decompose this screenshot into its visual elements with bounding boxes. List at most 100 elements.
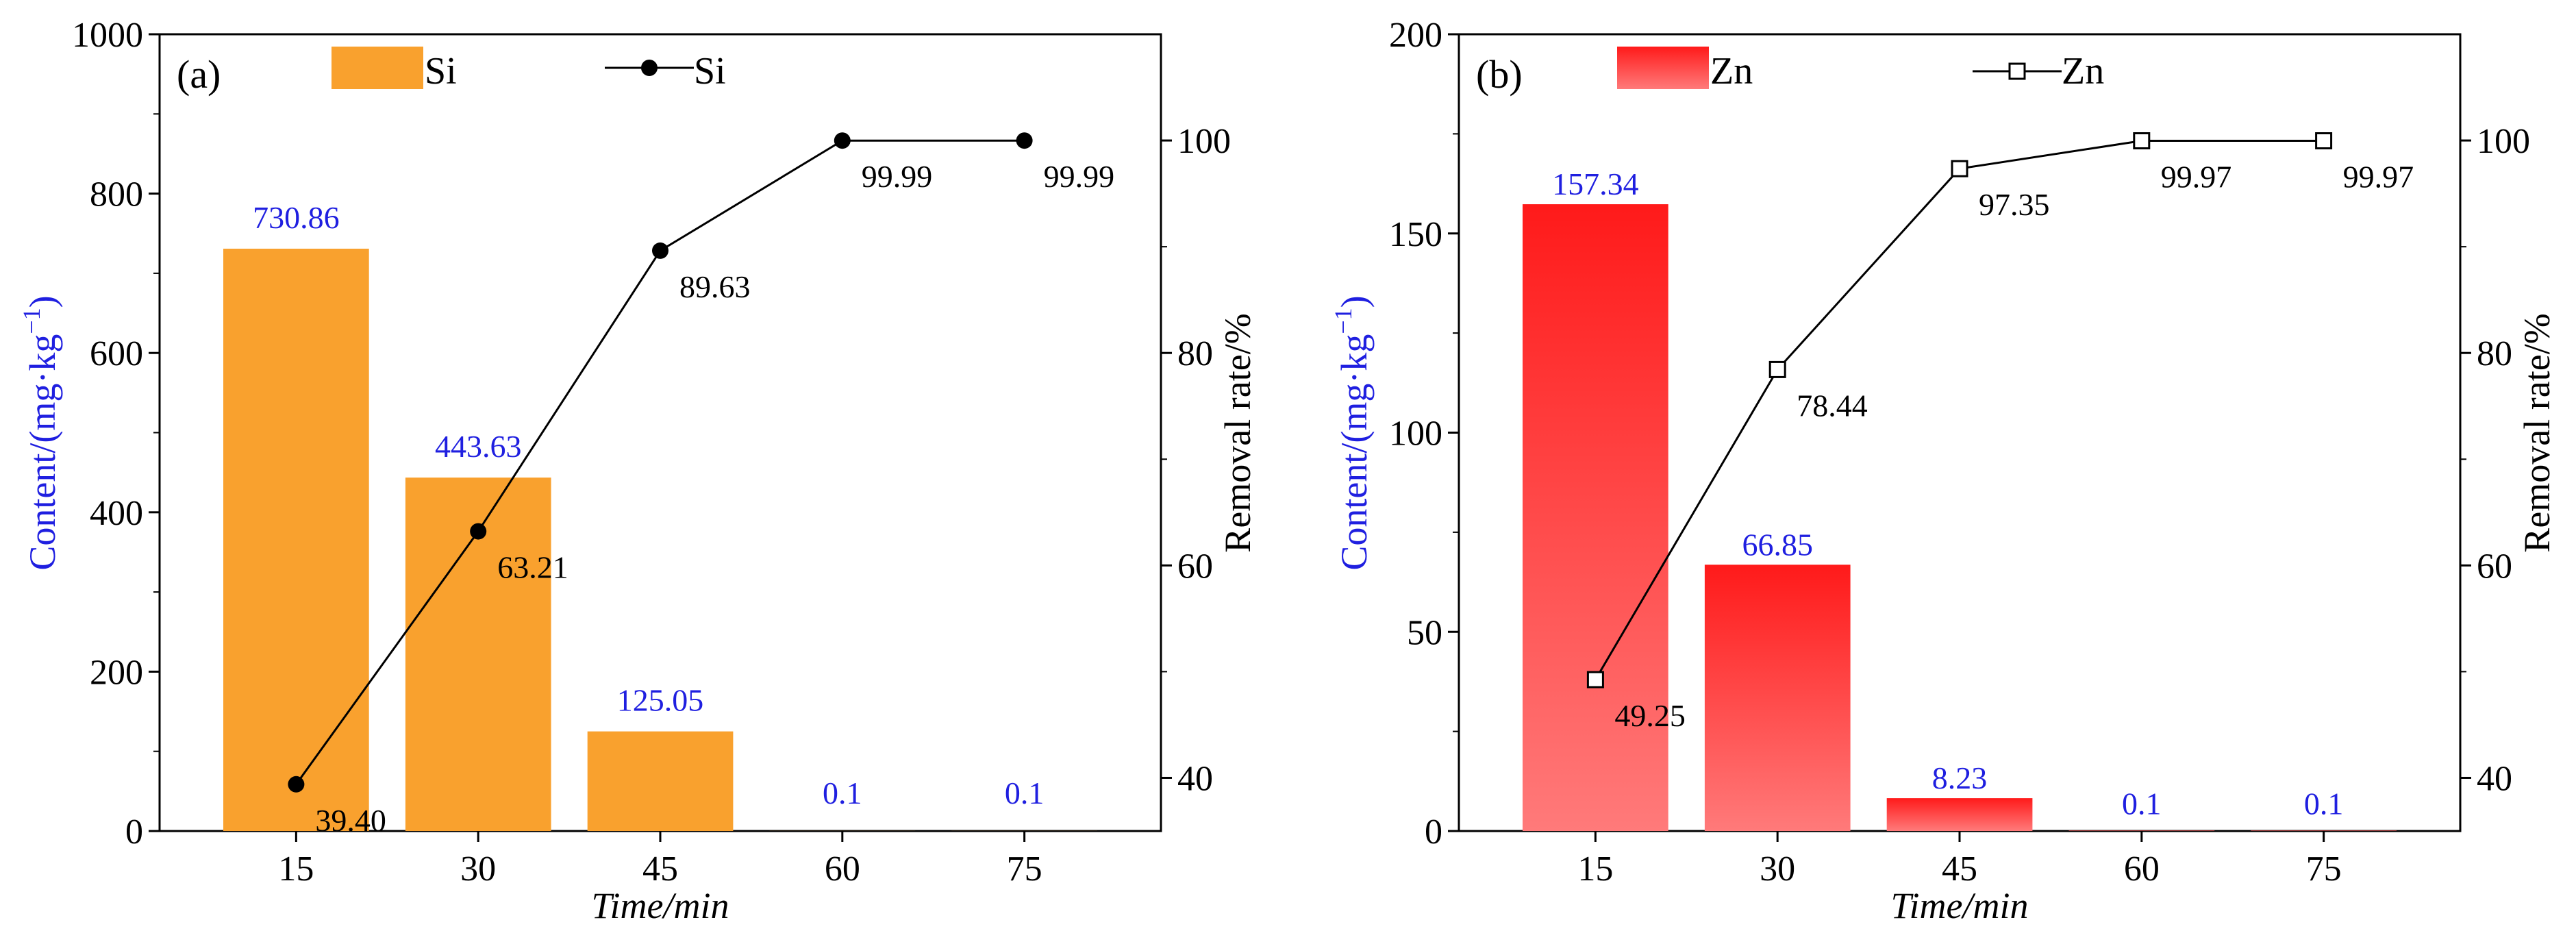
chart-panel-b: 0 50 100 150 200 40 60 80 100 15 30 45 60 75 157.34… — [1329, 16, 2558, 926]
legend-bar-label: Zn — [1710, 50, 1753, 92]
bar — [1523, 204, 1668, 832]
y-axis-title: Content/(mg·kg−1) — [18, 295, 63, 570]
removal-rate-line — [1595, 140, 2324, 680]
x-tick-label: 60 — [2124, 850, 2160, 889]
line-value-label: 39.40 — [315, 803, 386, 838]
line-marker — [1586, 671, 1604, 689]
line-value-label: 99.99 — [862, 159, 933, 194]
line-value-label: 63.21 — [497, 550, 568, 585]
bar-value-label: 157.34 — [1552, 166, 1639, 201]
line-value-label: 78.44 — [1797, 388, 1868, 423]
y2-tick-label: 60 — [1177, 547, 1213, 586]
bar-value-label: 0.1 — [823, 776, 862, 810]
line-value-label: 99.97 — [2161, 160, 2232, 195]
line-value-label: 49.25 — [1614, 698, 1686, 733]
x-tick-label: 30 — [1760, 850, 1795, 889]
x-axis-title: Time/min — [1890, 885, 2028, 926]
line-value-label: 99.99 — [1044, 159, 1115, 194]
x-axis-ticks: 15 30 45 60 75 — [1577, 831, 2342, 889]
y-tick-label: 200 — [1389, 16, 1442, 55]
y-tick-label: 600 — [90, 334, 143, 373]
bar — [2068, 830, 2215, 831]
y-axis-title: Content/(mg·kg−1) — [1329, 295, 1375, 570]
legend-line-marker — [641, 60, 658, 76]
x-tick-label: 75 — [2306, 850, 2342, 889]
bar-group — [1523, 204, 2397, 832]
panel-label: (a) — [177, 52, 221, 97]
panel-label: (b) — [1476, 52, 1523, 97]
x-tick-label: 30 — [460, 850, 496, 889]
bar-value-label: 443.63 — [435, 429, 522, 464]
line-value-label: 89.63 — [679, 269, 751, 304]
y-tick-label: 150 — [1389, 215, 1442, 254]
line-marker — [1951, 160, 1968, 177]
line-marker — [1016, 132, 1033, 149]
y-tick-label: 400 — [90, 494, 143, 533]
line-marker — [470, 523, 487, 540]
bar-value-label: 8.23 — [1932, 760, 1988, 795]
line-marker — [2133, 132, 2151, 149]
y-tick-label: 0 — [1425, 813, 1442, 852]
x-axis-ticks: 15 30 45 60 75 — [278, 831, 1042, 889]
line-group — [1586, 132, 2333, 689]
bar — [2251, 830, 2397, 831]
legend-bar-swatch — [1617, 47, 1709, 89]
legend-line-label: Zn — [2062, 50, 2104, 92]
x-tick-label: 45 — [642, 850, 678, 889]
legend-line-label: Si — [694, 50, 726, 92]
bar-value-label: 0.1 — [2304, 786, 2344, 821]
bar-value-label: 0.1 — [2122, 786, 2162, 821]
legend-line-marker — [2008, 62, 2026, 80]
y-tick-label: 100 — [1389, 414, 1442, 454]
line-marker — [834, 132, 851, 149]
bar — [1886, 798, 2033, 831]
x-tick-label: 60 — [825, 850, 860, 889]
legend: Zn Zn — [1617, 47, 2104, 92]
y2-tick-label: 100 — [2477, 122, 2530, 161]
y-tick-label: 800 — [90, 175, 143, 214]
y-tick-label: 50 — [1407, 613, 1442, 652]
y-axis-ticks: 0 200 400 600 800 1000 — [72, 16, 160, 852]
x-tick-label: 45 — [1942, 850, 1977, 889]
line-marker — [1768, 360, 1786, 378]
x-tick-label: 15 — [1577, 850, 1613, 889]
y2-tick-label: 100 — [1177, 122, 1231, 161]
legend-bar-swatch — [332, 47, 423, 89]
bar-group — [223, 249, 1097, 831]
y2-axis-ticks: 40 60 80 100 — [2460, 122, 2530, 798]
line-value-label: 99.97 — [2343, 160, 2414, 195]
legend: Si Si — [332, 47, 726, 92]
y-tick-label: 1000 — [72, 16, 143, 55]
bar — [223, 249, 369, 831]
data-labels: 157.34 66.85 8.23 0.1 0.1 49.25 78.44 97.35 99.9… — [1552, 160, 2414, 821]
y2-tick-label: 40 — [2477, 759, 2512, 798]
bar — [587, 731, 734, 831]
y2-axis-title: Removal rate/% — [2516, 313, 2558, 552]
bar-value-label: 0.1 — [1005, 776, 1045, 810]
legend-bar-label: Si — [425, 50, 457, 92]
x-tick-label: 75 — [1007, 850, 1042, 889]
y2-axis-title: Removal rate/% — [1217, 313, 1258, 552]
line-marker — [2315, 132, 2333, 149]
line-group — [288, 132, 1033, 793]
x-tick-label: 15 — [278, 850, 314, 889]
chart-panel-a: 0 200 400 600 800 1000 40 60 80 100 15 30 45 60 75 7… — [18, 16, 1258, 926]
data-labels: 730.86 443.63 125.05 0.1 0.1 39.40 63.21 89.63 9… — [253, 159, 1114, 838]
bar-value-label: 125.05 — [617, 683, 704, 718]
bar-value-label: 66.85 — [1742, 527, 1813, 562]
bar-value-label: 730.86 — [253, 200, 340, 235]
y2-tick-label: 40 — [1177, 759, 1213, 798]
line-marker — [288, 776, 305, 793]
y-axis-ticks: 0 50 100 150 200 — [1389, 16, 1459, 852]
line-value-label: 97.35 — [1979, 187, 2050, 222]
y-tick-label: 200 — [90, 653, 143, 692]
y2-tick-label: 60 — [2477, 547, 2512, 586]
y-tick-label: 0 — [125, 813, 143, 852]
y2-tick-label: 80 — [1177, 334, 1213, 373]
bar — [1704, 565, 1851, 831]
line-marker — [652, 242, 668, 259]
x-axis-title: Time/min — [591, 885, 729, 926]
y2-axis-ticks: 40 60 80 100 — [1161, 122, 1231, 798]
y2-tick-label: 80 — [2477, 334, 2512, 373]
